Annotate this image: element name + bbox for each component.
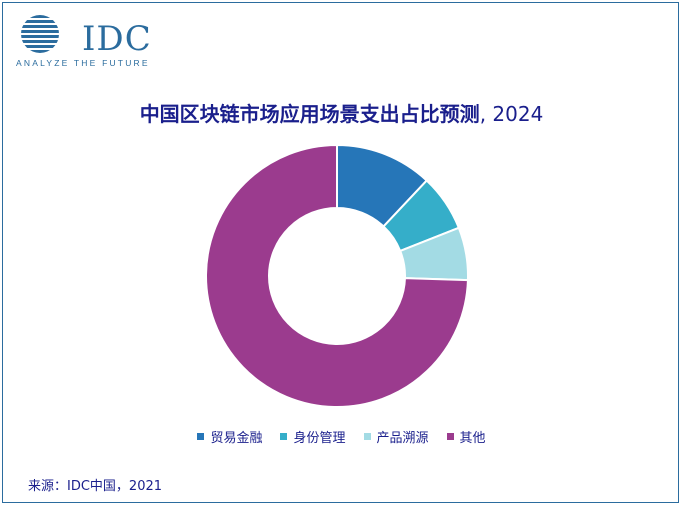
chart-title-text: 中国区块链市场应用场景支出占比预测	[139, 102, 480, 126]
legend-item: 产品溯源	[363, 427, 429, 446]
legend-label: 贸易金融	[210, 431, 263, 446]
legend-swatch	[280, 433, 288, 440]
chart-legend: 贸易金融 身份管理 产品溯源 其他	[0, 427, 683, 446]
globe-icon	[21, 15, 59, 53]
legend-label: 身份管理	[293, 431, 346, 446]
legend-label: 产品溯源	[376, 431, 429, 446]
chart-frame	[2, 2, 679, 503]
legend-item: 其他	[446, 427, 486, 446]
legend-label: 其他	[459, 431, 486, 446]
logo-tagline: ANALYZE THE FUTURE	[16, 58, 150, 68]
donut-slice-4	[205, 143, 469, 408]
logo-wordmark: IDC	[82, 19, 152, 59]
legend-item: 贸易金融	[197, 427, 262, 446]
legend-item: 身份管理	[280, 427, 346, 446]
chart-title-year: , 2024	[479, 102, 544, 126]
legend-swatch	[363, 433, 371, 440]
source-note: 来源：IDC中国，2021	[28, 479, 163, 494]
idc-logo: IDC ANALYZE THE FUTURE	[16, 14, 166, 70]
legend-swatch	[446, 433, 454, 440]
chart-title: 中国区块链市场应用场景支出占比预测, 2024	[0, 98, 683, 127]
legend-swatch	[197, 433, 205, 440]
